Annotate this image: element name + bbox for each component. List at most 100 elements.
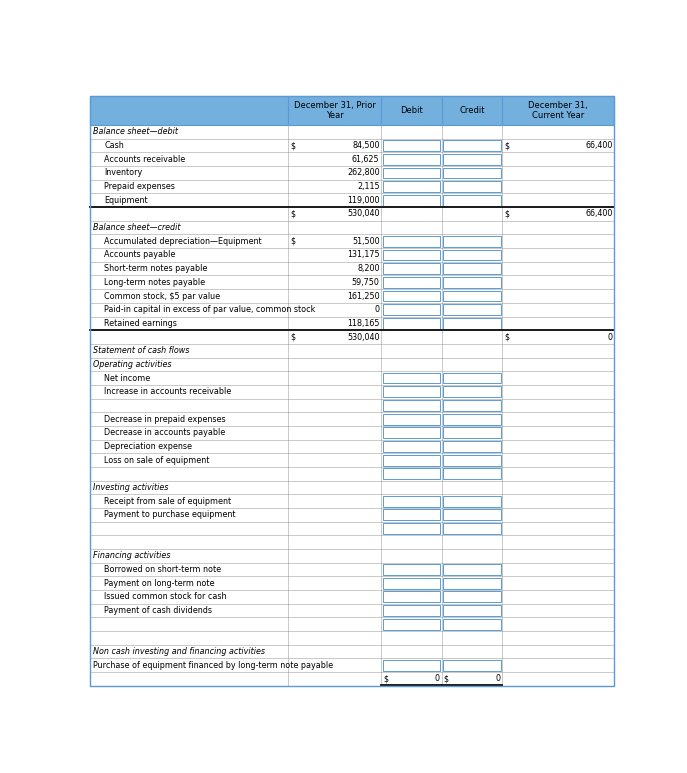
Bar	[90, 659, 614, 672]
Text: 530,040: 530,040	[347, 209, 379, 219]
Bar	[90, 412, 614, 426]
Text: Equipment: Equipment	[104, 196, 148, 205]
Text: Short-term notes payable: Short-term notes payable	[104, 264, 208, 273]
Bar	[383, 154, 440, 165]
Text: $: $	[290, 209, 295, 219]
Text: December 31, Prior
Year: December 31, Prior Year	[294, 100, 376, 120]
Bar	[90, 535, 614, 549]
Bar	[383, 277, 440, 288]
Text: Accounts payable: Accounts payable	[104, 250, 176, 260]
Text: Retained earnings: Retained earnings	[104, 318, 177, 328]
Bar	[90, 289, 614, 303]
Bar	[90, 344, 614, 358]
Text: 161,250: 161,250	[347, 291, 379, 301]
Text: Paid-in capital in excess of par value, common stock: Paid-in capital in excess of par value, …	[104, 305, 316, 314]
Text: $: $	[504, 332, 509, 342]
Bar	[383, 509, 440, 520]
Bar	[383, 455, 440, 465]
Text: Accumulated depreciation—Equipment: Accumulated depreciation—Equipment	[104, 237, 262, 246]
Bar	[90, 577, 614, 590]
Bar	[443, 236, 501, 247]
Bar	[90, 563, 614, 577]
Bar	[90, 96, 614, 125]
Text: Financing activities: Financing activities	[93, 551, 170, 560]
Text: 0: 0	[435, 674, 440, 683]
Bar	[90, 139, 614, 152]
Text: $: $	[290, 141, 295, 150]
Bar	[383, 291, 440, 301]
Text: $: $	[444, 674, 449, 683]
Text: Prepaid expenses: Prepaid expenses	[104, 182, 175, 191]
Text: 8,200: 8,200	[357, 264, 379, 273]
Text: Investing activities: Investing activities	[93, 483, 168, 492]
Bar	[90, 166, 614, 180]
Bar	[443, 441, 501, 452]
Bar	[443, 591, 501, 602]
Text: Payment to purchase equipment: Payment to purchase equipment	[104, 510, 236, 519]
Bar	[383, 195, 440, 206]
Text: Decrease in prepaid expenses: Decrease in prepaid expenses	[104, 414, 226, 424]
Bar	[443, 277, 501, 288]
Text: December 31,
Current Year: December 31, Current Year	[528, 100, 588, 120]
Bar	[383, 523, 440, 534]
Bar	[443, 495, 501, 506]
Bar	[383, 468, 440, 479]
Text: Credit: Credit	[459, 106, 485, 115]
Text: Non cash investing and financing activities: Non cash investing and financing activit…	[93, 647, 265, 656]
Bar	[90, 152, 614, 166]
Bar	[383, 250, 440, 261]
Text: Operating activities: Operating activities	[93, 360, 171, 369]
Bar	[90, 467, 614, 481]
Bar	[90, 371, 614, 385]
Bar	[443, 577, 501, 588]
Bar	[443, 181, 501, 192]
Bar	[90, 426, 614, 440]
Bar	[383, 400, 440, 410]
Bar	[90, 193, 614, 207]
Bar	[443, 564, 501, 575]
Text: 262,800: 262,800	[347, 169, 379, 178]
Bar	[443, 605, 501, 616]
Text: 131,175: 131,175	[347, 250, 379, 260]
Text: Balance sheet—credit: Balance sheet—credit	[93, 223, 181, 232]
Bar	[383, 414, 440, 424]
Bar	[90, 508, 614, 522]
Text: Increase in accounts receivable: Increase in accounts receivable	[104, 387, 232, 397]
Text: Debit: Debit	[401, 106, 423, 115]
Text: 0: 0	[495, 674, 500, 683]
Bar	[383, 386, 440, 397]
Text: 66,400: 66,400	[585, 209, 613, 219]
Bar	[90, 590, 614, 604]
Bar	[90, 221, 614, 234]
Bar	[443, 659, 501, 671]
Bar	[90, 234, 614, 248]
Text: Net income: Net income	[104, 373, 150, 383]
Text: Common stock, $5 par value: Common stock, $5 par value	[104, 291, 221, 301]
Text: $: $	[504, 209, 509, 219]
Bar	[443, 509, 501, 520]
Bar	[383, 441, 440, 452]
Bar	[383, 564, 440, 575]
Bar	[443, 414, 501, 424]
Bar	[443, 291, 501, 301]
Bar	[90, 618, 614, 631]
Bar	[90, 440, 614, 453]
Bar	[443, 195, 501, 206]
Bar	[443, 427, 501, 438]
Text: Decrease in accounts payable: Decrease in accounts payable	[104, 428, 226, 438]
Text: 2,115: 2,115	[357, 182, 379, 191]
Text: Inventory: Inventory	[104, 169, 143, 178]
Text: 61,625: 61,625	[352, 155, 379, 164]
Bar	[90, 316, 614, 330]
Bar	[90, 645, 614, 659]
Text: Depreciation expense: Depreciation expense	[104, 442, 192, 451]
Bar	[383, 618, 440, 629]
Bar	[443, 305, 501, 315]
Bar	[90, 549, 614, 563]
Text: 84,500: 84,500	[352, 141, 379, 150]
Text: Payment on long-term note: Payment on long-term note	[104, 579, 215, 587]
Bar	[90, 303, 614, 316]
Bar	[90, 358, 614, 371]
Bar	[443, 154, 501, 165]
Text: Balance sheet—debit: Balance sheet—debit	[93, 128, 178, 137]
